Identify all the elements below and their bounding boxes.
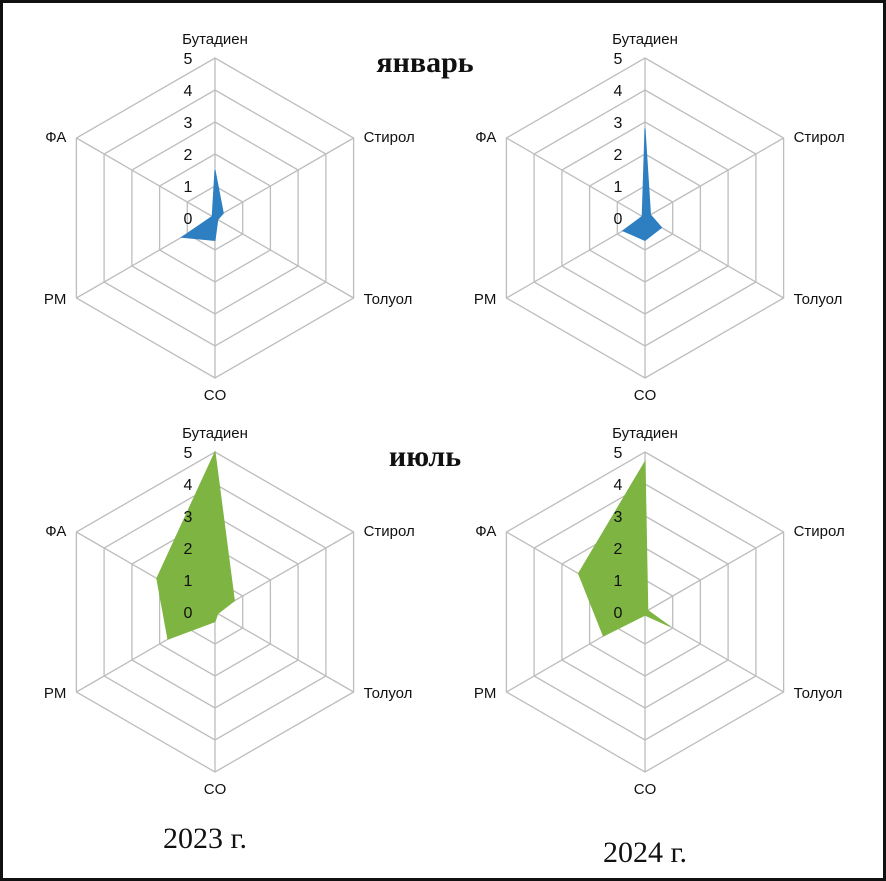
data-area <box>180 169 224 241</box>
data-area <box>621 128 663 241</box>
tick-label: 3 <box>184 115 193 132</box>
tick-label: 4 <box>614 83 623 100</box>
radar-chart-1: 0 1 2 3 4 5 Бутадиен Стирол Толуол CO PM ФА <box>44 31 415 404</box>
tick-label: 5 <box>184 445 193 462</box>
tick-label: 4 <box>184 83 193 100</box>
axis-label: Толуол <box>364 291 413 308</box>
spoke <box>506 137 646 219</box>
spoke <box>214 611 354 693</box>
axis-label: Стирол <box>364 523 415 540</box>
tick-label: 3 <box>614 509 623 526</box>
axis-label: PM <box>474 291 497 308</box>
axis-label: Бутадиен <box>612 425 678 442</box>
radar-chart-3: 0 1 2 3 4 5 Бутадиен Стирол Толуол CO PM ФА <box>44 425 415 798</box>
tick-label: 2 <box>184 541 193 558</box>
tick-label: 4 <box>614 477 623 494</box>
spoke <box>644 531 784 613</box>
tick-label: 0 <box>614 211 623 228</box>
tick-label: 1 <box>614 179 623 196</box>
tick-label: 0 <box>184 211 193 228</box>
axis-label: CO <box>634 781 657 798</box>
axis-label: Стирол <box>794 129 845 146</box>
axis-label: Толуол <box>794 291 843 308</box>
tick-label: 3 <box>184 509 193 526</box>
axis-label: Бутадиен <box>182 31 248 48</box>
axis-label: PM <box>44 685 67 702</box>
axis-label: ФА <box>475 523 496 540</box>
spoke <box>506 217 646 299</box>
axis-label: Стирол <box>364 129 415 146</box>
spoke <box>214 137 354 219</box>
axis-label: PM <box>44 291 67 308</box>
tick-label: 2 <box>614 147 623 164</box>
axis-label: ФА <box>475 129 496 146</box>
tick-label: 2 <box>184 147 193 164</box>
tick-label: 4 <box>184 477 193 494</box>
tick-label: 1 <box>184 573 193 590</box>
spoke <box>644 137 784 219</box>
radar-chart-2: 0 1 2 3 4 5 Бутадиен Стирол Толуол CO PM ФА <box>474 31 845 404</box>
month-label-july: июль <box>389 440 461 473</box>
axis-label: PM <box>474 685 497 702</box>
tick-label: 0 <box>614 605 623 622</box>
tick-label: 1 <box>614 573 623 590</box>
year-label-2024: 2024 г. <box>603 836 687 869</box>
axis-label: CO <box>204 387 227 404</box>
axis-label: CO <box>204 781 227 798</box>
axis-label: Бутадиен <box>182 425 248 442</box>
axis-label: ФА <box>45 523 66 540</box>
axis-label: CO <box>634 387 657 404</box>
tick-label: 3 <box>614 115 623 132</box>
month-label-january: январь <box>376 46 473 79</box>
axis-label: Толуол <box>364 685 413 702</box>
tick-label: 5 <box>614 445 623 462</box>
tick-label: 5 <box>184 51 193 68</box>
tick-label: 0 <box>184 605 193 622</box>
spoke <box>214 531 354 613</box>
tick-label: 1 <box>184 179 193 196</box>
spoke <box>644 217 784 299</box>
tick-label: 2 <box>614 541 623 558</box>
tick-label: 5 <box>614 51 623 68</box>
data-area <box>577 459 671 637</box>
data-area <box>156 450 235 640</box>
year-label-2023: 2023 г. <box>163 822 247 855</box>
radar-chart-4: 0 1 2 3 4 5 Бутадиен Стирол Толуол CO PM ФА <box>474 425 845 798</box>
spoke <box>214 217 354 299</box>
spoke <box>76 137 216 219</box>
axis-label: Толуол <box>794 685 843 702</box>
axis-label: Бутадиен <box>612 31 678 48</box>
axis-label: ФА <box>45 129 66 146</box>
axis-label: Стирол <box>794 523 845 540</box>
